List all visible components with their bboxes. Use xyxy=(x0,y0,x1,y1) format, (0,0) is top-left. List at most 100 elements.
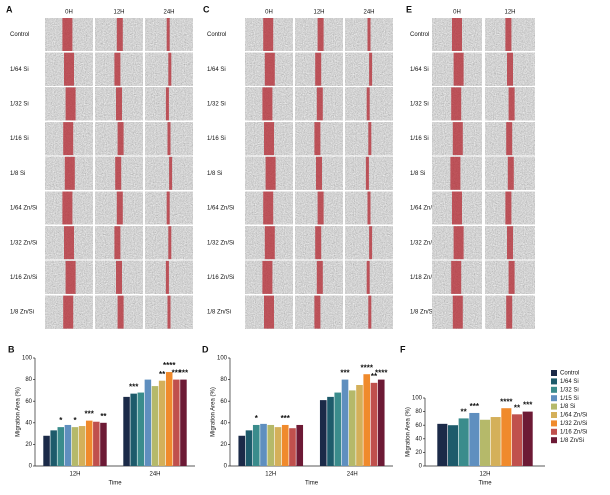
bar xyxy=(85,420,93,466)
y-tick-label: 60 xyxy=(220,399,227,405)
wound-area xyxy=(369,52,373,86)
y-axis-title: Migration Area (%) xyxy=(406,407,412,457)
bar xyxy=(479,419,491,466)
x-tick-label: 12H xyxy=(265,472,276,478)
row-label: 1/8 Zn/Si xyxy=(10,310,34,316)
bar xyxy=(245,430,253,466)
row-label: 1/8 Zn/Si xyxy=(410,310,434,316)
bar xyxy=(260,423,267,466)
wound-area xyxy=(453,226,464,260)
legend-label: Control xyxy=(560,371,579,377)
micrograph xyxy=(345,52,393,86)
wound-area xyxy=(263,18,274,51)
column-header: 12H xyxy=(504,10,515,16)
wound-area xyxy=(368,295,372,329)
significance: *** xyxy=(523,401,533,410)
bar xyxy=(50,430,57,466)
wound-area xyxy=(168,52,172,86)
wound-area xyxy=(64,156,75,190)
wound-area xyxy=(165,260,169,294)
micrograph xyxy=(145,87,193,121)
wound-area xyxy=(116,87,122,121)
wound-area xyxy=(315,52,322,86)
wound-area xyxy=(508,87,515,121)
micrograph xyxy=(145,156,193,190)
bar xyxy=(158,380,166,466)
wound-area xyxy=(63,122,74,156)
row-label: 1/64 Zn/Si xyxy=(410,206,437,212)
wound-area xyxy=(507,156,514,190)
panel-label: F xyxy=(400,344,406,354)
micrograph xyxy=(345,156,393,190)
legend-swatch xyxy=(551,403,557,410)
wound-area xyxy=(165,87,169,121)
bar xyxy=(490,417,501,466)
column-header: 12H xyxy=(313,10,324,16)
legend-swatch xyxy=(551,378,557,385)
significance: *** xyxy=(172,369,182,378)
wound-area xyxy=(451,87,462,121)
wound-area xyxy=(367,18,371,51)
y-tick-label: 20 xyxy=(220,442,227,448)
row-label: 1/64 Si xyxy=(207,67,226,73)
wound-area xyxy=(314,122,321,156)
significance: *** xyxy=(179,369,189,378)
bar xyxy=(180,379,187,466)
wound-area xyxy=(114,226,121,260)
wound-area xyxy=(62,18,73,51)
row-label: 1/8 Zn/Si xyxy=(207,310,231,316)
wound-area xyxy=(116,191,123,225)
bar xyxy=(522,411,533,466)
y-tick-label: 100 xyxy=(412,396,423,402)
bar xyxy=(93,421,100,466)
wound-area xyxy=(317,191,324,225)
wound-area xyxy=(507,52,513,86)
wound-area xyxy=(262,260,273,294)
wound-area xyxy=(316,260,323,294)
significance: *** xyxy=(470,402,480,411)
row-label: Control xyxy=(410,32,429,38)
column-header: 24H xyxy=(363,10,374,16)
wound-area xyxy=(264,295,274,329)
significance: **** xyxy=(361,363,374,372)
legend-swatch xyxy=(551,370,557,376)
wound-area xyxy=(116,260,122,294)
row-label: 1/64 Zn/Si xyxy=(10,206,37,212)
significance: **** xyxy=(500,397,513,406)
bar xyxy=(377,379,385,466)
panel-label: A xyxy=(6,4,13,14)
wound-area xyxy=(450,156,461,190)
wound-area xyxy=(116,18,123,51)
bar xyxy=(296,424,304,466)
bar xyxy=(165,372,173,466)
panel-label: C xyxy=(203,4,210,14)
y-tick-label: 80 xyxy=(25,377,32,383)
wound-area xyxy=(314,295,321,329)
bar xyxy=(238,435,246,466)
wound-area xyxy=(507,226,513,260)
bar xyxy=(71,427,79,466)
y-tick-label: 0 xyxy=(29,464,33,470)
row-label: 1/32 Si xyxy=(10,101,29,107)
wound-area xyxy=(263,191,274,225)
wound-area xyxy=(167,122,171,156)
wound-area xyxy=(452,122,463,156)
wound-area xyxy=(505,18,512,51)
y-tick-label: 0 xyxy=(224,464,228,470)
row-label: 1/16 Zn/Si xyxy=(10,275,37,281)
wound-area xyxy=(117,295,124,329)
wound-area xyxy=(452,191,462,225)
y-tick-label: 40 xyxy=(220,420,227,426)
x-tick-label: 24H xyxy=(347,472,358,478)
bar xyxy=(100,422,107,466)
bar xyxy=(501,408,512,466)
significance: * xyxy=(59,416,63,425)
wound-area xyxy=(166,18,170,51)
wound-area xyxy=(316,87,323,121)
bar xyxy=(151,386,159,466)
x-tick-label: 24H xyxy=(149,472,160,478)
legend-swatch xyxy=(551,437,557,444)
significance: ** xyxy=(159,370,166,379)
y-tick-label: 100 xyxy=(217,356,228,362)
panel-label: D xyxy=(202,344,209,354)
